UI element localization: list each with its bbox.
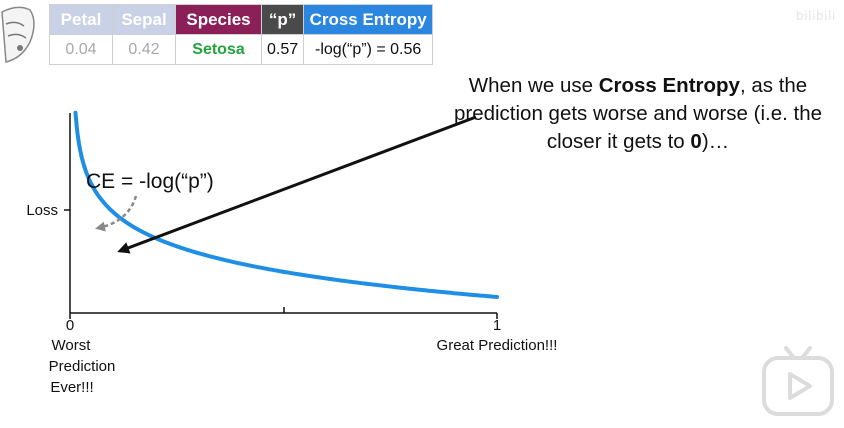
header-p: “p” — [260, 4, 305, 35]
cell-petal: 0.04 — [49, 34, 113, 65]
note-text-1: When we use — [468, 74, 599, 97]
x-label-worst-line2: Prediction — [49, 358, 116, 375]
play-icon[interactable] — [760, 344, 836, 418]
header-sepal: Sepal — [112, 4, 176, 35]
header-species: Species — [175, 4, 262, 35]
note-bold-cross-entropy: Cross Entropy — [598, 74, 740, 97]
x-label-great: Great Prediction!!! — [437, 337, 558, 354]
x-label-worst-line1: Worst — [52, 337, 92, 354]
equation-label: CE = -log(“p”) — [86, 170, 214, 193]
cross-entropy-curve — [73, 110, 499, 299]
x-label-worst-line3: Ever!!! — [50, 379, 93, 396]
cell-sepal: 0.42 — [112, 34, 176, 65]
note-text-2: , as the prediction gets worse and worse… — [453, 74, 823, 153]
table-header-row: Petal Sepal Species “p” Cross Entropy — [49, 4, 434, 35]
x-tick-1-label: 1 — [493, 317, 501, 334]
note-bold-zero: 0 — [690, 130, 702, 153]
note-text-3: )… — [701, 130, 730, 153]
pointer-arrow — [117, 115, 477, 254]
y-axis-label: Loss — [26, 202, 58, 219]
table-row: 0.04 0.42 Setosa 0.57 -log(“p”) = 0.56 — [49, 34, 434, 65]
cell-p: 0.57 — [260, 34, 305, 65]
x-tick-0-label: 0 — [66, 317, 74, 334]
data-table: Petal Sepal Species “p” Cross Entropy 0.… — [49, 4, 434, 65]
annotation-note: When we use Cross Entropy, as the predic… — [452, 72, 824, 156]
watermark: bilibili — [796, 8, 836, 23]
cell-cross-entropy: -log(“p”) = 0.56 — [303, 34, 434, 65]
statquest-logo-partial — [1, 6, 35, 63]
cell-species: Setosa — [175, 34, 262, 65]
header-cross-entropy: Cross Entropy — [303, 4, 434, 35]
